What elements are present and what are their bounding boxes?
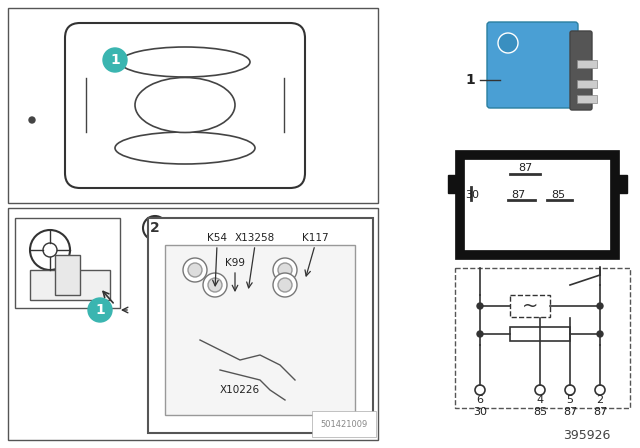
Circle shape bbox=[88, 298, 112, 322]
Circle shape bbox=[278, 278, 292, 292]
Circle shape bbox=[597, 331, 603, 337]
Circle shape bbox=[273, 258, 297, 282]
Ellipse shape bbox=[120, 47, 250, 77]
Circle shape bbox=[208, 278, 222, 292]
Text: 30: 30 bbox=[473, 407, 487, 417]
Text: X10226: X10226 bbox=[220, 385, 260, 395]
Text: ~: ~ bbox=[522, 297, 538, 315]
Bar bbox=[148, 218, 373, 433]
Text: 2: 2 bbox=[150, 221, 160, 235]
Circle shape bbox=[595, 385, 605, 395]
Text: 5: 5 bbox=[566, 395, 573, 405]
Text: 85: 85 bbox=[551, 190, 565, 200]
Text: 87: 87 bbox=[563, 407, 577, 417]
FancyBboxPatch shape bbox=[487, 22, 578, 108]
Circle shape bbox=[143, 216, 167, 240]
Text: 501421009: 501421009 bbox=[321, 419, 367, 428]
Text: 87: 87 bbox=[518, 163, 532, 173]
Bar bbox=[55, 255, 80, 295]
Bar bbox=[615, 175, 627, 193]
Text: 1: 1 bbox=[110, 53, 120, 67]
Circle shape bbox=[597, 303, 603, 309]
Ellipse shape bbox=[135, 78, 235, 133]
Circle shape bbox=[188, 263, 202, 277]
Circle shape bbox=[103, 48, 127, 72]
Bar bbox=[15, 218, 120, 308]
FancyBboxPatch shape bbox=[570, 31, 592, 110]
Circle shape bbox=[43, 243, 57, 257]
Bar bbox=[30, 270, 110, 300]
Text: 6: 6 bbox=[477, 395, 483, 405]
Bar bbox=[460, 155, 615, 255]
Bar bbox=[510, 295, 550, 317]
Text: K54: K54 bbox=[207, 233, 227, 243]
Circle shape bbox=[477, 303, 483, 309]
Circle shape bbox=[477, 331, 483, 337]
Circle shape bbox=[203, 273, 227, 297]
FancyBboxPatch shape bbox=[65, 23, 305, 188]
Bar bbox=[8, 8, 378, 203]
Text: 85: 85 bbox=[533, 407, 547, 417]
Circle shape bbox=[29, 117, 35, 123]
Bar bbox=[8, 208, 378, 440]
Text: 30: 30 bbox=[465, 190, 479, 200]
Text: K117: K117 bbox=[301, 233, 328, 243]
Text: 2: 2 bbox=[596, 395, 604, 405]
Circle shape bbox=[273, 273, 297, 297]
Bar bbox=[455, 268, 630, 408]
Circle shape bbox=[278, 263, 292, 277]
Circle shape bbox=[183, 258, 207, 282]
Circle shape bbox=[475, 385, 485, 395]
Text: 87: 87 bbox=[593, 407, 607, 417]
Text: X13258: X13258 bbox=[235, 233, 275, 243]
Circle shape bbox=[498, 33, 518, 53]
Circle shape bbox=[535, 385, 545, 395]
Bar bbox=[577, 60, 597, 68]
Text: K99: K99 bbox=[225, 258, 245, 268]
Text: 1: 1 bbox=[95, 303, 105, 317]
Bar bbox=[577, 80, 597, 88]
Text: 395926: 395926 bbox=[563, 428, 610, 441]
Bar bbox=[165, 245, 355, 415]
Text: 1: 1 bbox=[465, 73, 475, 87]
Bar bbox=[448, 175, 460, 193]
Circle shape bbox=[565, 385, 575, 395]
Ellipse shape bbox=[115, 132, 255, 164]
Circle shape bbox=[30, 230, 70, 270]
Text: 87: 87 bbox=[511, 190, 525, 200]
Bar bbox=[577, 95, 597, 103]
Bar bbox=[510, 327, 570, 341]
Text: 4: 4 bbox=[536, 395, 543, 405]
